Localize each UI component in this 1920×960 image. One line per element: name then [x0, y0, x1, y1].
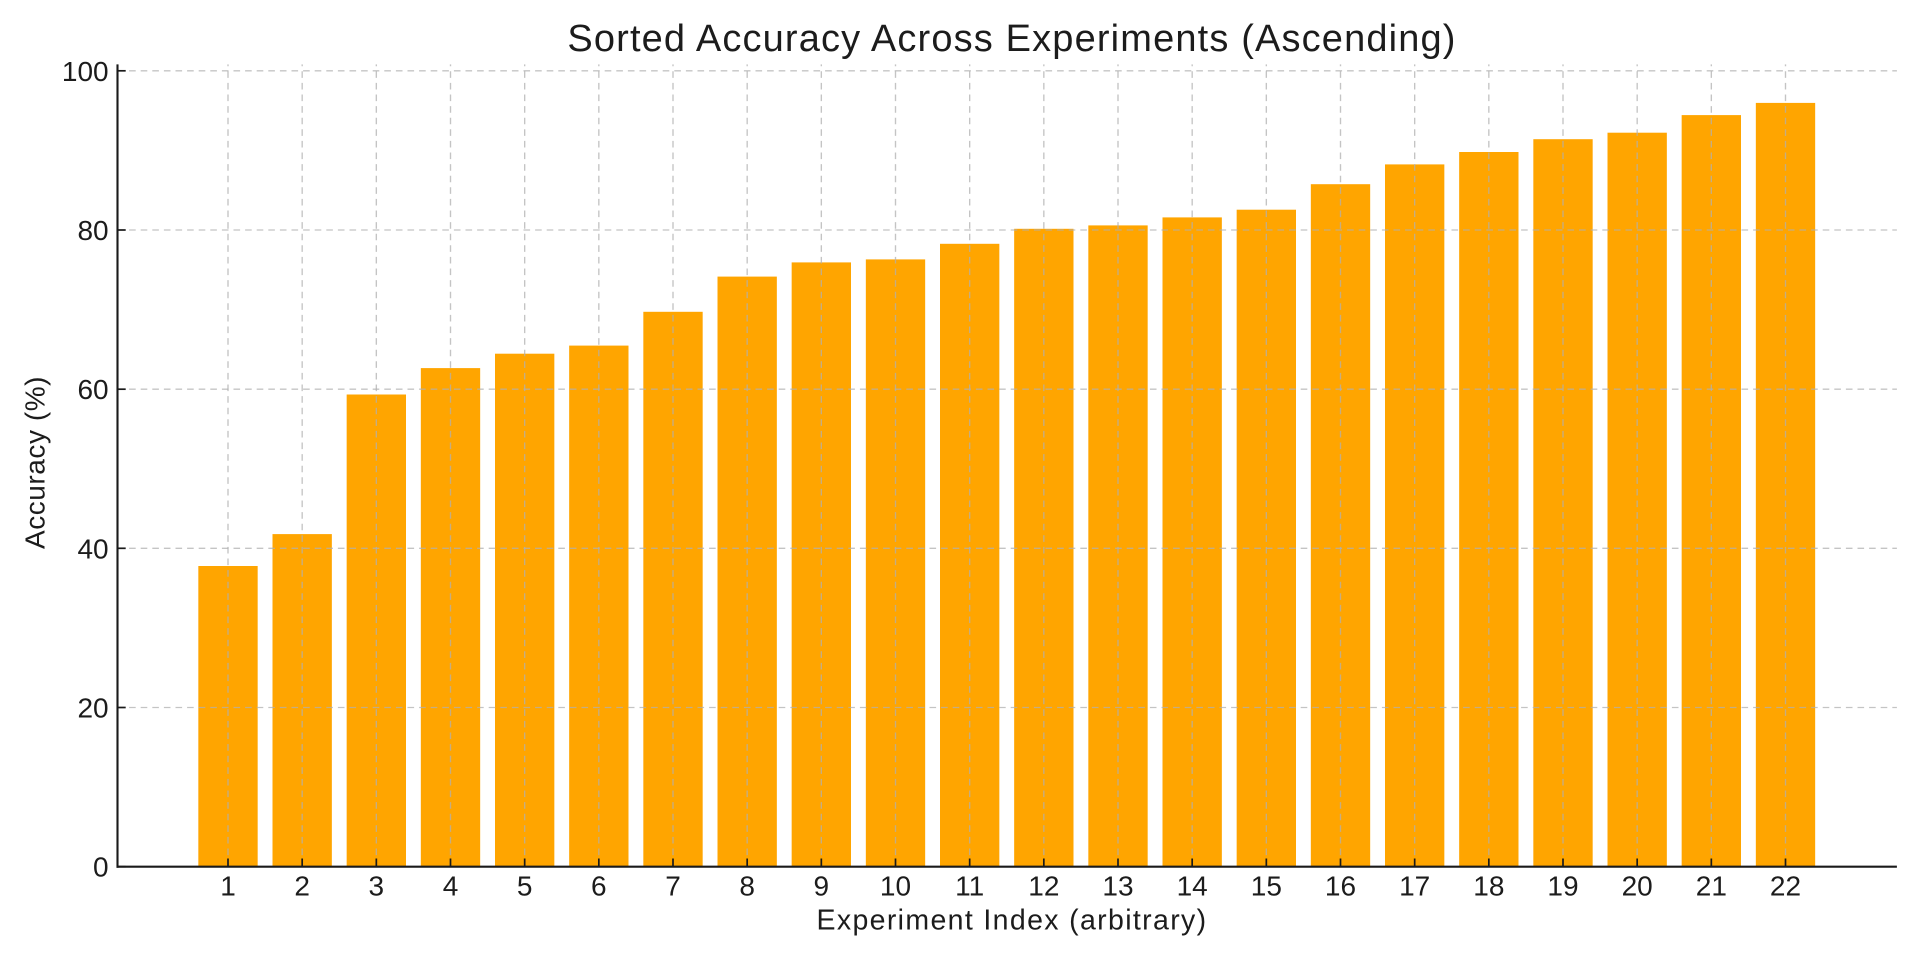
- svg-text:15: 15: [1251, 871, 1282, 902]
- svg-text:40: 40: [77, 533, 108, 564]
- svg-text:13: 13: [1102, 871, 1133, 902]
- svg-text:60: 60: [77, 374, 108, 405]
- svg-text:Accuracy (%): Accuracy (%): [20, 376, 51, 549]
- svg-text:7: 7: [665, 871, 681, 902]
- svg-text:16: 16: [1325, 871, 1356, 902]
- svg-text:6: 6: [591, 871, 607, 902]
- svg-text:8: 8: [739, 871, 755, 902]
- svg-text:12: 12: [1028, 871, 1059, 902]
- svg-text:14: 14: [1177, 871, 1208, 902]
- svg-text:20: 20: [77, 693, 108, 724]
- svg-text:17: 17: [1399, 871, 1430, 902]
- svg-text:Sorted Accuracy Across Experim: Sorted Accuracy Across Experiments (Asce…: [567, 18, 1456, 60]
- svg-text:21: 21: [1696, 871, 1727, 902]
- svg-text:9: 9: [814, 871, 830, 902]
- svg-text:10: 10: [880, 871, 911, 902]
- svg-text:2: 2: [294, 871, 310, 902]
- svg-text:20: 20: [1622, 871, 1653, 902]
- svg-text:11: 11: [955, 871, 984, 902]
- svg-text:Experiment Index (arbitrary): Experiment Index (arbitrary): [816, 905, 1207, 937]
- svg-text:0: 0: [93, 852, 109, 883]
- svg-text:5: 5: [517, 871, 533, 902]
- svg-text:19: 19: [1547, 871, 1578, 902]
- svg-text:18: 18: [1473, 871, 1504, 902]
- svg-text:4: 4: [443, 871, 459, 902]
- svg-text:3: 3: [369, 871, 385, 902]
- svg-text:1: 1: [220, 871, 236, 902]
- svg-text:100: 100: [62, 56, 109, 87]
- svg-text:80: 80: [77, 215, 108, 246]
- svg-text:22: 22: [1770, 871, 1801, 902]
